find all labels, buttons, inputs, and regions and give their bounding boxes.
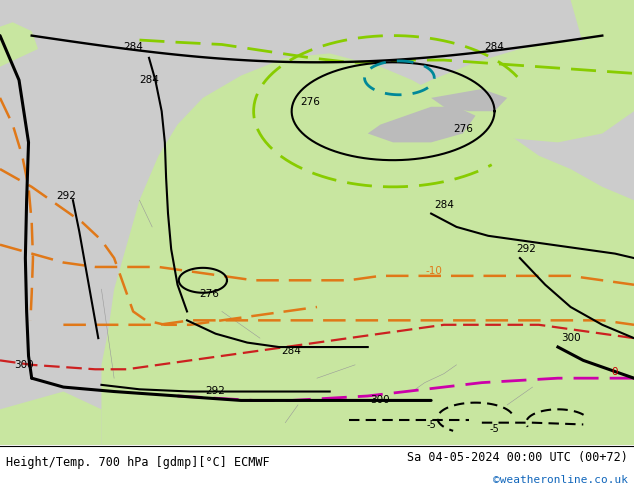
- Polygon shape: [368, 107, 476, 143]
- Text: -10: -10: [426, 267, 443, 276]
- Text: ©weatheronline.co.uk: ©weatheronline.co.uk: [493, 475, 628, 485]
- Text: 292: 292: [56, 191, 77, 201]
- Text: 284: 284: [123, 42, 143, 52]
- Text: 284: 284: [281, 346, 302, 357]
- Polygon shape: [431, 89, 507, 111]
- Text: 276: 276: [301, 98, 321, 107]
- Text: 300: 300: [371, 395, 390, 405]
- Text: 284: 284: [139, 75, 159, 85]
- Text: 300: 300: [15, 360, 34, 370]
- Text: -5: -5: [489, 424, 500, 434]
- Text: 284: 284: [434, 199, 454, 210]
- Text: 292: 292: [516, 244, 536, 254]
- Text: Height/Temp. 700 hPa [gdmp][°C] ECMWF: Height/Temp. 700 hPa [gdmp][°C] ECMWF: [6, 456, 270, 468]
- Text: 284: 284: [484, 42, 505, 52]
- Text: Sa 04-05-2024 00:00 UTC (00+72): Sa 04-05-2024 00:00 UTC (00+72): [407, 451, 628, 464]
- Text: 0: 0: [612, 367, 618, 376]
- Polygon shape: [476, 400, 634, 445]
- Text: 292: 292: [205, 386, 226, 395]
- Text: 276: 276: [453, 124, 473, 134]
- Polygon shape: [0, 392, 101, 445]
- Polygon shape: [101, 53, 634, 445]
- Text: 276: 276: [199, 289, 219, 298]
- Polygon shape: [0, 22, 38, 67]
- Polygon shape: [571, 0, 634, 53]
- Text: 300: 300: [561, 333, 580, 343]
- Polygon shape: [349, 40, 634, 143]
- Text: -5: -5: [426, 420, 436, 430]
